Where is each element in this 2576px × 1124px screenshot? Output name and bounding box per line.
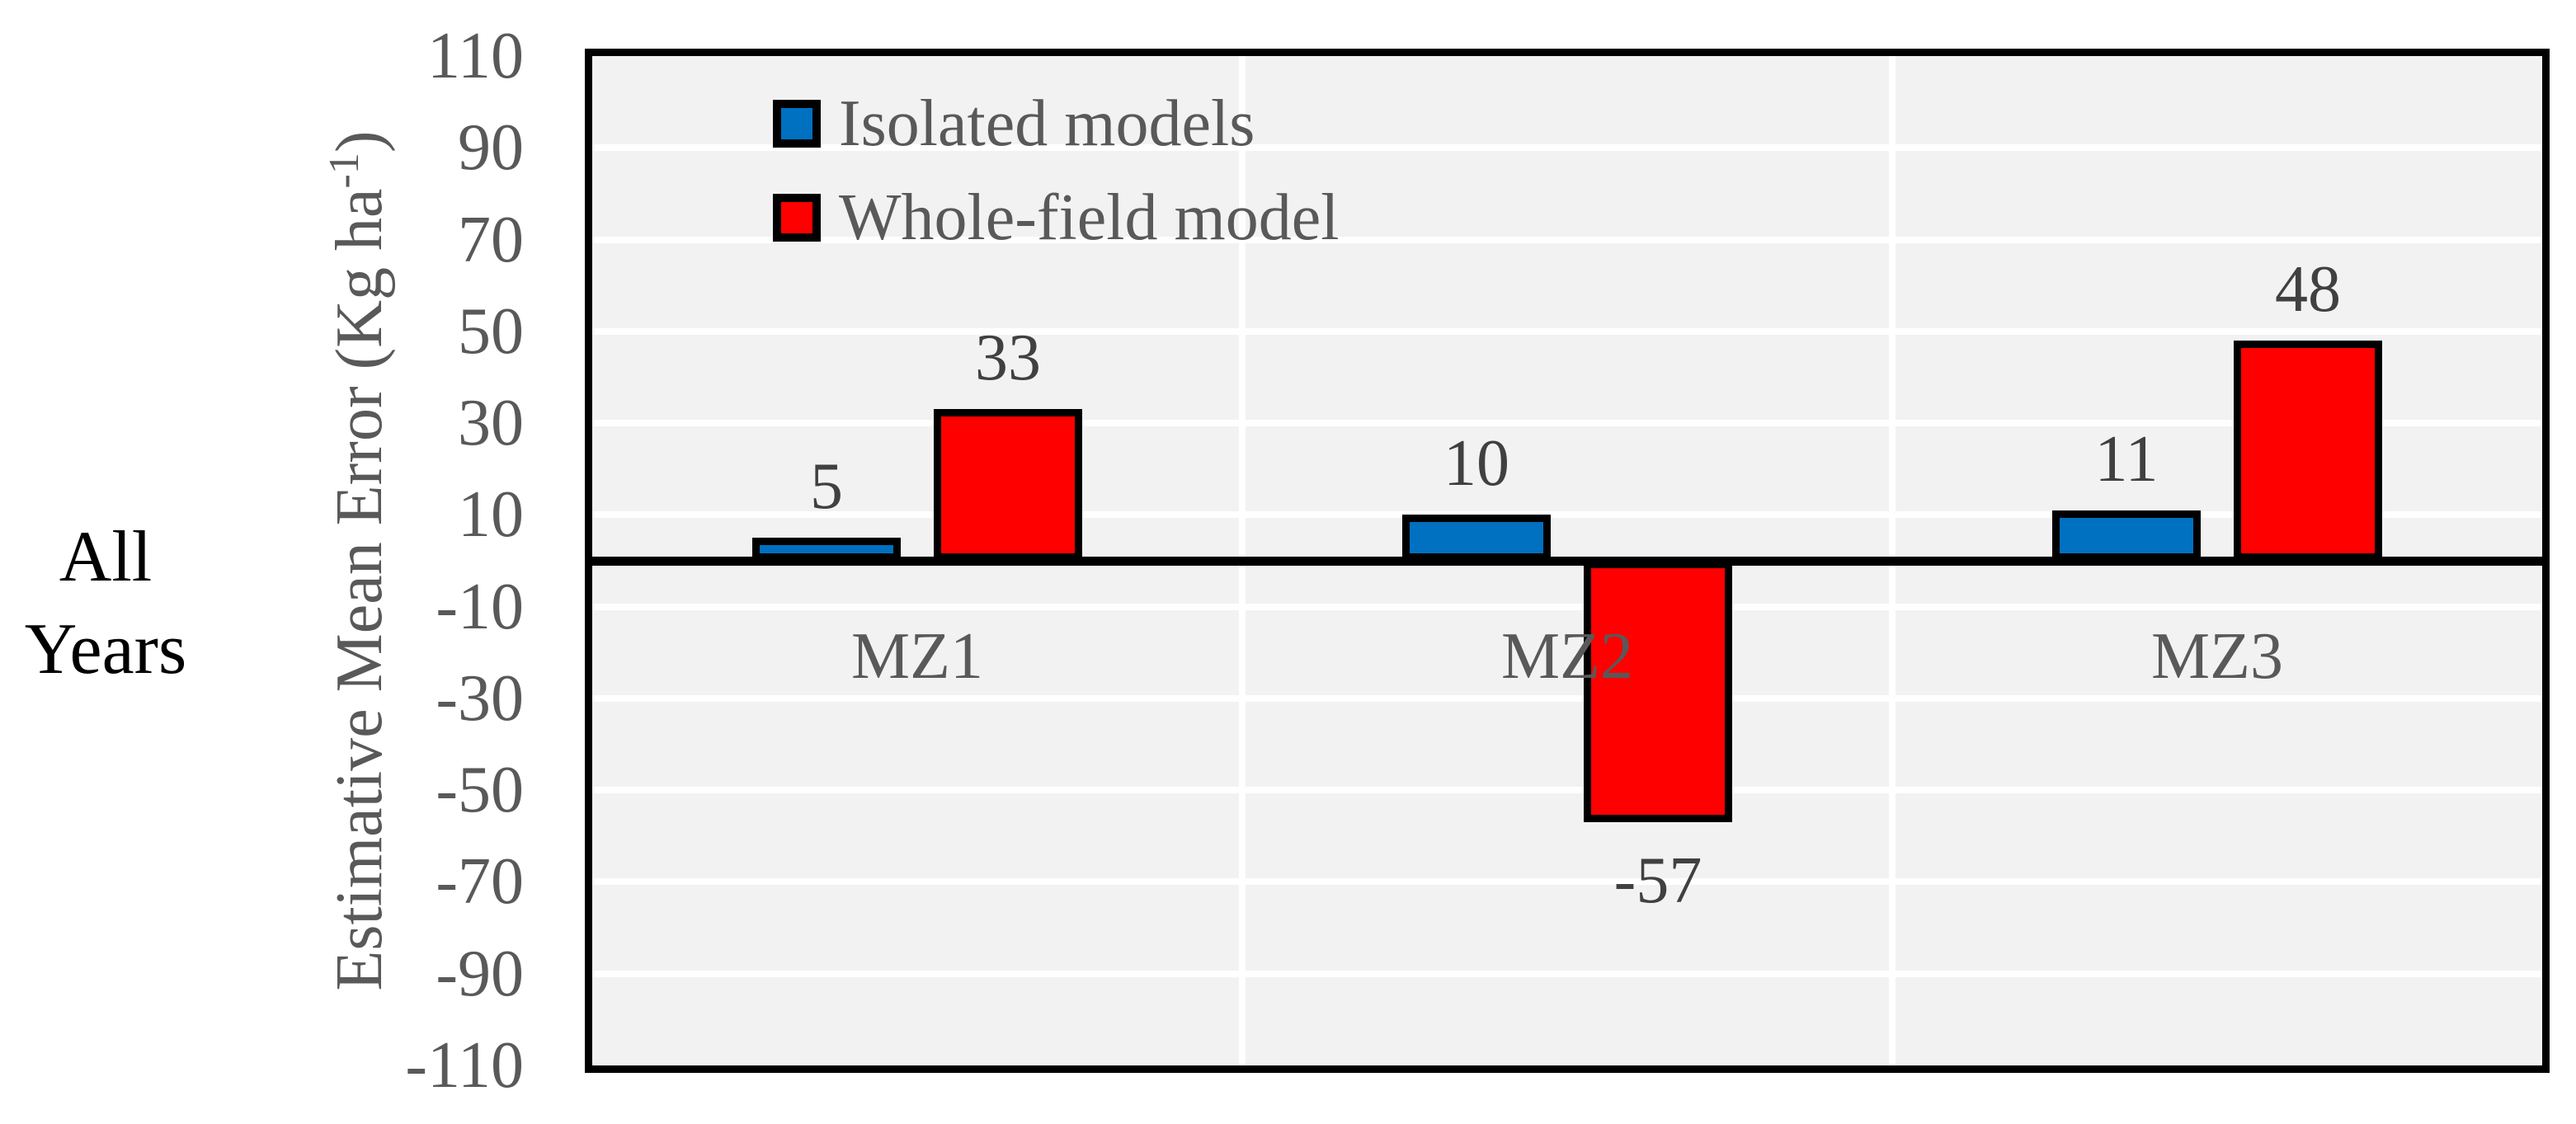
bar-mz1-whole-field bbox=[934, 409, 1082, 561]
legend-swatch-blue bbox=[773, 100, 821, 148]
y-tick-label--90: -90 bbox=[436, 937, 524, 1010]
legend-item-whole-field-model: Whole-field model bbox=[773, 181, 1339, 254]
bar-mz2-whole-field bbox=[1584, 561, 1732, 823]
row-label-all-years: All Years bbox=[0, 511, 211, 696]
y-axis-title-text: Estimative Mean Error (Kg ha bbox=[323, 188, 396, 991]
bar-mz2-isolated bbox=[1402, 515, 1551, 561]
gridline-y-50 bbox=[592, 327, 2542, 335]
y-tick-label-110: 110 bbox=[426, 20, 524, 92]
gridline-y-90 bbox=[592, 144, 2542, 152]
category-label-mz1: MZ1 bbox=[851, 620, 983, 693]
gridline-y--30 bbox=[592, 694, 2542, 702]
legend-item-isolated-models: Isolated models bbox=[773, 87, 1339, 160]
data-label-mz1-isolated: 5 bbox=[810, 450, 843, 524]
y-tick-label-50: 50 bbox=[458, 294, 524, 368]
data-label-mz2-isolated: 10 bbox=[1443, 427, 1509, 501]
category-label-mz3: MZ3 bbox=[2151, 620, 2283, 693]
x-axis-zero-line bbox=[585, 557, 2550, 566]
data-label-mz3-whole-field: 48 bbox=[2275, 252, 2341, 326]
y-tick-label-90: 90 bbox=[458, 111, 524, 185]
legend-swatch-red bbox=[773, 194, 821, 242]
legend: Isolated models Whole-field model bbox=[773, 87, 1339, 288]
gridline-y--10 bbox=[592, 603, 2542, 610]
y-tick-label--50: -50 bbox=[436, 754, 524, 827]
legend-label-whole-field-model: Whole-field model bbox=[839, 181, 1340, 254]
gridline-y--50 bbox=[592, 787, 2542, 794]
y-axis-title-superscript: -1 bbox=[321, 153, 369, 189]
category-label-mz2: MZ2 bbox=[1501, 620, 1633, 693]
gridline-y-30 bbox=[592, 420, 2542, 427]
gridline-y--70 bbox=[592, 878, 2542, 886]
data-label-mz2-whole-field: -57 bbox=[1613, 844, 1702, 918]
row-label-line-2: Years bbox=[24, 609, 187, 689]
y-tick-label-10: 10 bbox=[458, 478, 524, 552]
y-tick-label-70: 70 bbox=[458, 203, 524, 276]
y-tick-label-30: 30 bbox=[458, 387, 524, 460]
bar-mz3-isolated bbox=[2052, 510, 2201, 561]
y-tick-label--70: -70 bbox=[436, 845, 524, 919]
y-axis-title-close-paren: ) bbox=[323, 130, 396, 153]
row-label-line-1: All bbox=[59, 517, 153, 597]
y-axis-title: Estimative Mean Error (Kg ha-1) bbox=[310, 130, 396, 991]
data-label-mz1-whole-field: 33 bbox=[975, 322, 1041, 395]
y-tick-label--10: -10 bbox=[436, 570, 524, 643]
gridline-y-10 bbox=[592, 511, 2542, 519]
y-tick-label--30: -30 bbox=[436, 661, 524, 735]
gridline-y--90 bbox=[592, 970, 2542, 977]
gridline-y-70 bbox=[592, 236, 2542, 243]
legend-label-isolated-models: Isolated models bbox=[839, 87, 1255, 160]
y-tick-label--110: -110 bbox=[405, 1029, 524, 1102]
data-label-mz3-isolated: 11 bbox=[2094, 422, 2159, 496]
